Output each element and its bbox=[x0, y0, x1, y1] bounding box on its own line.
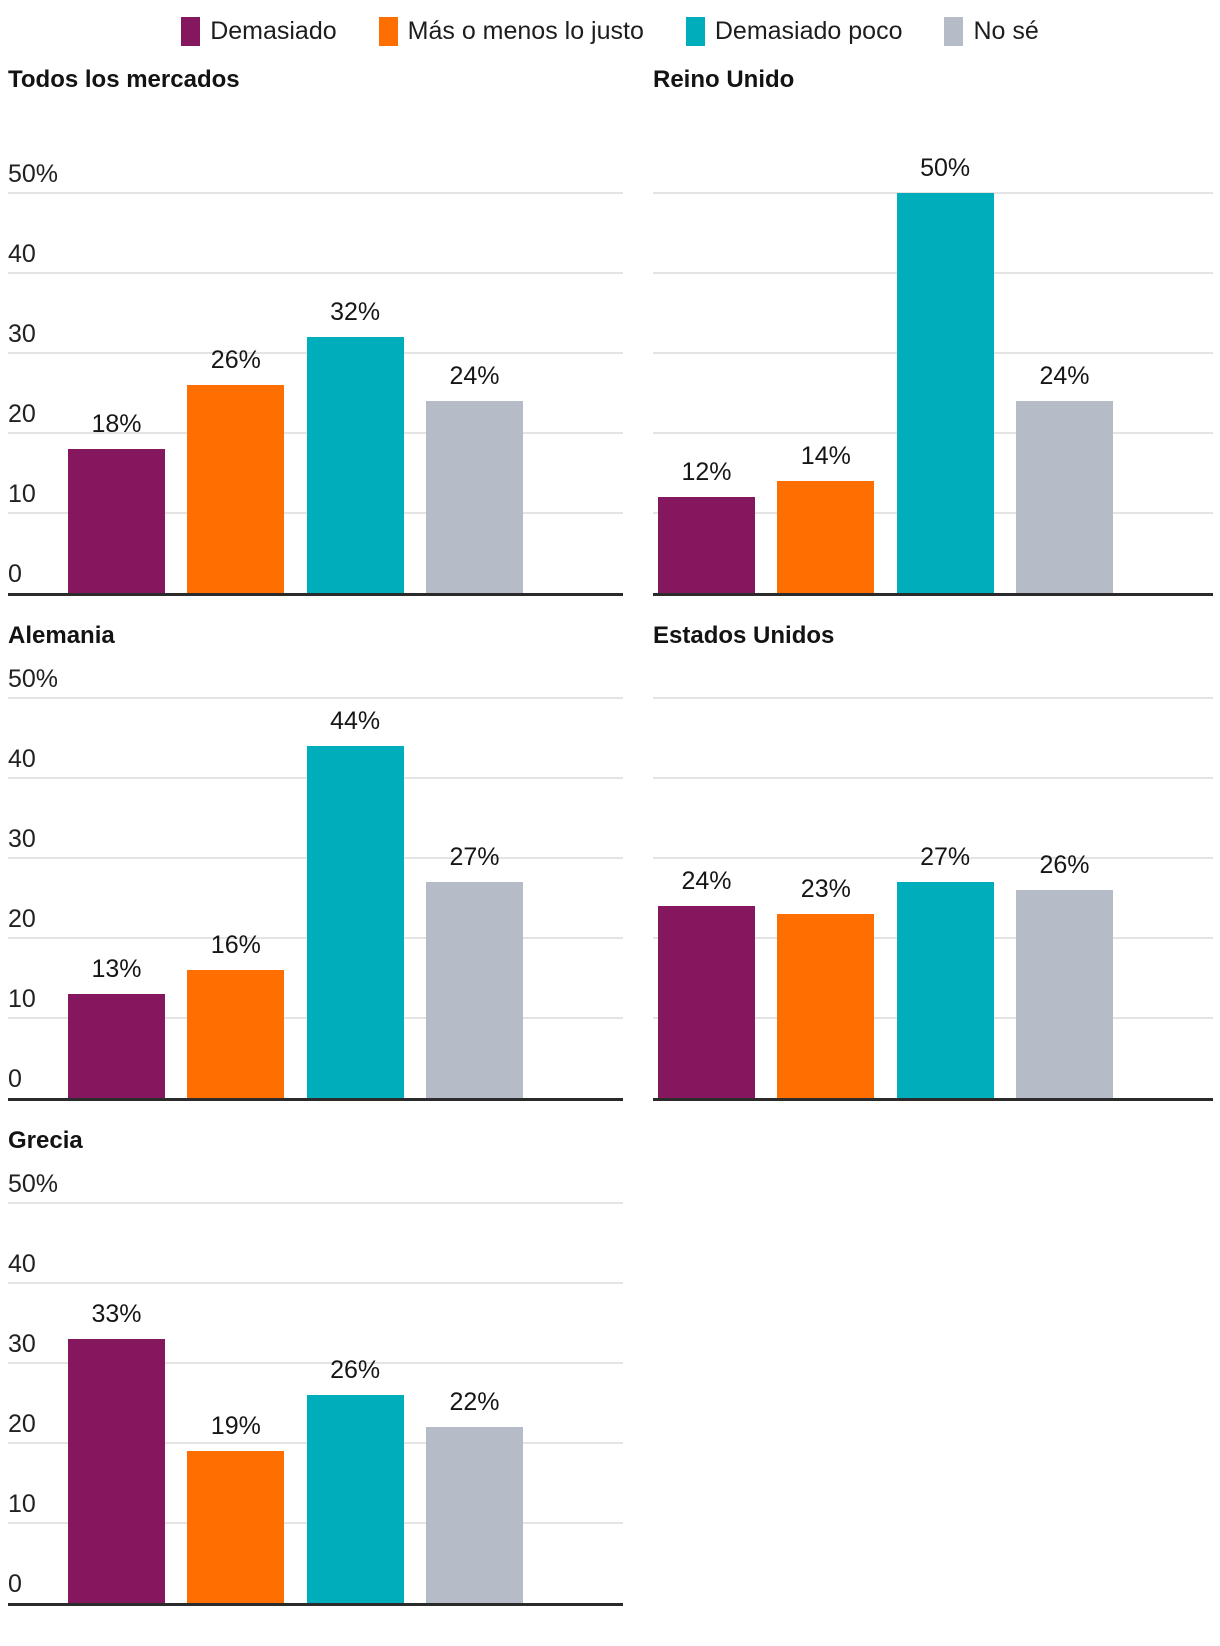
bar-value-label: 24% bbox=[1039, 362, 1090, 390]
legend-item-label: Demasiado poco bbox=[714, 16, 903, 45]
chart-panel-todos-los-mercados: Todos los mercados 0 10 20 30 40 50% 18% 26% 32% 2… bbox=[8, 65, 623, 596]
gridline bbox=[8, 697, 623, 699]
bar-value-label: 22% bbox=[449, 1388, 500, 1416]
bar-value-label: 24% bbox=[681, 867, 732, 895]
chart-panel-grecia: Grecia 0 10 20 30 40 50% 33% 19% 26% 22% bbox=[8, 1126, 623, 1606]
panel-title: Reino Unido bbox=[653, 66, 795, 93]
bar-value-label: 14% bbox=[800, 442, 851, 470]
bar-value-label: 26% bbox=[210, 346, 261, 374]
y-axis-tick-label: 50% bbox=[8, 160, 59, 188]
bar-value-label: 16% bbox=[210, 931, 261, 959]
gridline bbox=[653, 777, 1213, 779]
y-axis-tick-label: 30 bbox=[8, 320, 36, 348]
gridline bbox=[653, 697, 1213, 699]
panel-title: Estados Unidos bbox=[653, 622, 835, 649]
legend-swatch bbox=[685, 16, 705, 46]
bar-value-label: 18% bbox=[91, 410, 142, 438]
y-axis-tick-label: 20 bbox=[8, 1410, 36, 1438]
bar-value-label: 50% bbox=[920, 154, 971, 182]
y-axis-tick-label: 20 bbox=[8, 400, 36, 428]
bar-no-se bbox=[425, 1427, 523, 1603]
bar-demasiado bbox=[68, 1339, 165, 1603]
legend-swatch bbox=[944, 16, 964, 46]
bar-mas-o-menos-lo-justo bbox=[777, 481, 875, 593]
chart-panel-estados-unidos: Estados Unidos 24% 23% 27% 26% bbox=[653, 621, 1213, 1101]
chart-plot: 0 10 20 30 40 50% 18% 26% 32% 24% bbox=[8, 151, 623, 596]
y-axis-tick-label: 40 bbox=[8, 240, 36, 268]
bar-value-label: 24% bbox=[449, 362, 500, 390]
bar-demasiado bbox=[68, 449, 165, 593]
bar-demasiado-poco bbox=[306, 337, 404, 593]
gridline bbox=[8, 192, 623, 194]
panel-title: Grecia bbox=[8, 1127, 83, 1154]
gridline bbox=[653, 857, 1213, 859]
legend-item-label: Demasiado bbox=[210, 16, 337, 45]
y-axis-tick-label: 10 bbox=[8, 985, 36, 1013]
legend-item-no-se: No sé bbox=[944, 16, 1039, 46]
y-axis-tick-label: 20 bbox=[8, 905, 36, 933]
gridline bbox=[8, 1282, 623, 1284]
bar-mas-o-menos-lo-justo bbox=[187, 1451, 285, 1603]
y-axis-tick-label: 0 bbox=[8, 1065, 22, 1093]
legend-item-demasiado-poco: Demasiado poco bbox=[685, 16, 903, 46]
chart-plot: 0 10 20 30 40 50% 13% 16% 44% 27% bbox=[8, 656, 623, 1101]
bar-value-label: 26% bbox=[330, 1356, 381, 1384]
bar-demasiado bbox=[658, 906, 755, 1098]
bar-demasiado bbox=[658, 497, 755, 593]
bar-value-label: 27% bbox=[449, 843, 500, 871]
legend-item-label: Más o menos lo justo bbox=[407, 16, 644, 45]
panel-title: Alemania bbox=[8, 622, 115, 649]
bar-mas-o-menos-lo-justo bbox=[777, 914, 875, 1098]
bar-value-label: 44% bbox=[330, 707, 381, 735]
legend-item-mas-o-menos-lo-justo: Más o menos lo justo bbox=[378, 16, 644, 46]
bar-value-label: 33% bbox=[91, 1300, 142, 1328]
bar-demasiado-poco bbox=[896, 193, 994, 593]
charts-grid: Todos los mercados 0 10 20 30 40 50% 18% 26% 32% 2… bbox=[8, 65, 1220, 1606]
y-axis-tick-label: 0 bbox=[8, 1570, 22, 1598]
bar-value-label: 26% bbox=[1039, 851, 1090, 879]
bar-value-label: 13% bbox=[91, 955, 142, 983]
bar-no-se bbox=[425, 882, 523, 1098]
gridline bbox=[8, 1362, 623, 1364]
y-axis-tick-label: 0 bbox=[8, 560, 22, 588]
bar-no-se bbox=[1015, 890, 1113, 1098]
y-axis-tick-label: 50% bbox=[8, 665, 59, 693]
legend-swatch bbox=[181, 16, 201, 46]
legend-item-demasiado: Demasiado bbox=[181, 16, 337, 46]
bar-no-se bbox=[425, 401, 523, 593]
y-axis-tick-label: 50% bbox=[8, 1170, 59, 1198]
y-axis-tick-label: 30 bbox=[8, 825, 36, 853]
gridline bbox=[8, 1202, 623, 1204]
y-axis-tick-label: 10 bbox=[8, 480, 36, 508]
bar-value-label: 27% bbox=[920, 843, 971, 871]
legend-swatch bbox=[378, 16, 398, 46]
chart-panel-alemania: Alemania 0 10 20 30 40 50% 13% 16% 44% 27% bbox=[8, 621, 623, 1101]
y-axis-tick-label: 10 bbox=[8, 1490, 36, 1518]
bar-mas-o-menos-lo-justo bbox=[187, 385, 285, 593]
bar-value-label: 19% bbox=[210, 1412, 261, 1440]
chart-plot: 0 10 20 30 40 50% 33% 19% 26% 22% bbox=[8, 1161, 623, 1606]
bar-value-label: 32% bbox=[330, 298, 381, 326]
chart-plot: 24% 23% 27% 26% bbox=[653, 656, 1213, 1101]
gridline bbox=[8, 272, 623, 274]
bar-value-label: 23% bbox=[800, 875, 851, 903]
y-axis-tick-label: 40 bbox=[8, 745, 36, 773]
bar-demasiado-poco bbox=[306, 1395, 404, 1603]
legend-item-label: No sé bbox=[973, 16, 1039, 45]
bar-demasiado-poco bbox=[896, 882, 994, 1098]
bar-mas-o-menos-lo-justo bbox=[187, 970, 285, 1098]
bar-demasiado-poco bbox=[306, 746, 404, 1098]
bar-value-label: 12% bbox=[681, 458, 732, 486]
bar-no-se bbox=[1015, 401, 1113, 593]
y-axis-tick-label: 40 bbox=[8, 1250, 36, 1278]
chart-plot: 12% 14% 50% 24% bbox=[653, 151, 1213, 596]
y-axis-tick-label: 30 bbox=[8, 1330, 36, 1358]
panel-title: Todos los mercados bbox=[8, 66, 240, 93]
legend: Demasiado Más o menos lo justo Demasiado p… bbox=[0, 0, 1220, 49]
bar-demasiado bbox=[68, 994, 165, 1098]
chart-panel-reino-unido: Reino Unido 12% 14% 50% 24% bbox=[653, 65, 1213, 596]
